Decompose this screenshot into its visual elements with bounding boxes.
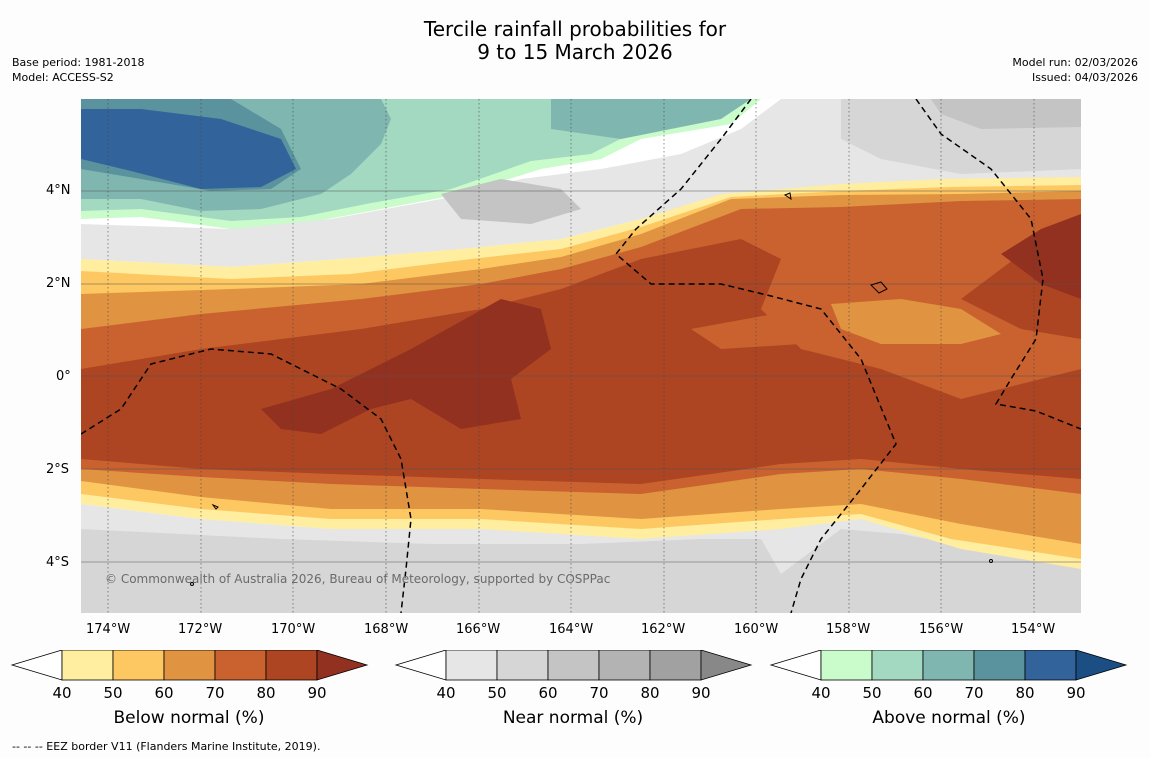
near-60-patch (441, 179, 581, 224)
above-colorbar-min-extend (769, 650, 822, 681)
model-run: Model run: 02/03/2026 (1012, 56, 1138, 69)
near-50-south (81, 529, 1081, 613)
below-colorbar-tick: 70 (205, 684, 225, 702)
eez-borders (81, 99, 1081, 613)
above-colorbar-tick: 60 (913, 684, 933, 702)
above-normal-label: Above normal (%) (872, 708, 1026, 728)
above-colorbar-max-extend (1075, 650, 1128, 681)
probability-map (81, 99, 1081, 613)
map-title: Tercile rainfall probabilities for 9 to … (0, 18, 1150, 64)
above-colorbar-tick: 70 (964, 684, 984, 702)
meta-left: Base period: 1981-2018 Model: ACCESS-S2 (12, 55, 144, 85)
near-40-north (81, 99, 1081, 267)
above-80-region (81, 109, 296, 189)
above-60-region-east (551, 99, 751, 139)
near-colorbar-bin (547, 650, 600, 681)
base-period: Base period: 1981-2018 (12, 56, 145, 69)
meta-right: Model run: 02/03/2026 Issued: 04/03/2026 (1012, 55, 1138, 85)
lon-tick-174w: 174°W (86, 622, 131, 637)
below-colorbar-tick: 60 (154, 684, 174, 702)
below-colorbar-max-extend (316, 650, 369, 681)
below-colorbar-bin (265, 650, 318, 681)
near-colorbar-bin (649, 650, 702, 681)
below-normal-label: Below normal (%) (113, 708, 265, 728)
colorbar-strip (10, 650, 1128, 681)
near-colorbar-tick: 60 (538, 684, 558, 702)
lon-tick-156w: 156°W (919, 622, 964, 637)
lon-tick-158w: 158°W (826, 622, 871, 637)
near-colorbar-tick: 80 (640, 684, 660, 702)
graticule (107, 99, 1035, 613)
lon-tick-166w: 166°W (456, 622, 501, 637)
above-colorbar-bin (973, 650, 1026, 681)
lat-tick-2n: 2°N (46, 276, 71, 291)
eez-footnote: -- -- -- EEZ border V11 (Flanders Marine… (12, 740, 321, 753)
above-colorbar-tick: 90 (1066, 684, 1086, 702)
lon-tick-162w: 162°W (641, 622, 686, 637)
below-colorbar-bin (163, 650, 216, 681)
below-colorbar-tick: 90 (307, 684, 327, 702)
near-colorbar-min-extend (394, 650, 447, 681)
above-colorbar-bin (1024, 650, 1077, 681)
islands (190, 192, 993, 586)
near-colorbar-bin (496, 650, 549, 681)
below-60-island (831, 299, 1001, 344)
lon-tick-172w: 172°W (178, 622, 223, 637)
above-colorbar-tick: 50 (862, 684, 882, 702)
latitude-lines (81, 190, 1081, 563)
near-colorbar-max-extend (700, 650, 753, 681)
below-colorbar-min-extend (10, 650, 63, 681)
near-normal-label: Near normal (%) (502, 708, 644, 728)
below-colorbar-tick: 40 (52, 684, 72, 702)
below-colorbar-bin (214, 650, 267, 681)
lat-tick-2s: 2°S (46, 462, 70, 477)
issued-date: Issued: 04/03/2026 (1031, 71, 1138, 84)
lat-tick-4s: 4°S (46, 555, 70, 570)
title-line-1: Tercile rainfall probabilities for (423, 17, 727, 41)
near-colorbar-tick: 90 (691, 684, 711, 702)
copyright-notice: © Commonwealth of Australia 2026, Bureau… (105, 572, 611, 586)
above-colorbar-tick: 80 (1015, 684, 1035, 702)
lon-tick-154w: 154°W (1011, 622, 1056, 637)
below-90-core (261, 299, 551, 434)
lat-tick-0: 0° (56, 369, 71, 384)
lon-tick-170w: 170°W (271, 622, 316, 637)
title-line-2: 9 to 15 March 2026 (477, 40, 673, 64)
below-colorbar-tick: 50 (103, 684, 123, 702)
lon-tick-164w: 164°W (549, 622, 594, 637)
lat-tick-4n: 4°N (46, 183, 71, 198)
model-name: Model: ACCESS-S2 (12, 71, 114, 84)
near-60-north (931, 99, 1081, 129)
near-colorbar-tick: 40 (436, 684, 456, 702)
below-90-core-east (1001, 214, 1081, 299)
below-colorbar-bin (61, 650, 114, 681)
near-colorbar-tick: 50 (487, 684, 507, 702)
lon-tick-168w: 168°W (364, 622, 409, 637)
near-colorbar-tick: 70 (589, 684, 609, 702)
above-colorbar-bin (820, 650, 873, 681)
lon-tick-160w: 160°W (734, 622, 779, 637)
above-colorbar-bin (922, 650, 975, 681)
above-colorbar-bin (871, 650, 924, 681)
near-colorbar-bin (445, 650, 498, 681)
near-colorbar-bin (598, 650, 651, 681)
below-colorbar-tick: 80 (256, 684, 276, 702)
above-colorbar-tick: 40 (811, 684, 831, 702)
below-colorbar-bin (112, 650, 165, 681)
